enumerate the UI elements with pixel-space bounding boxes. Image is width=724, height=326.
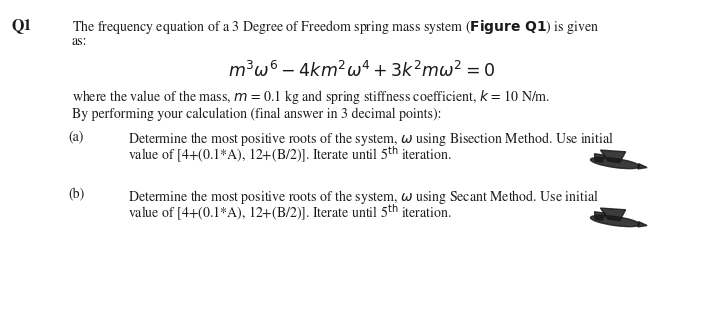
- Text: Determine the most positive roots of the system, $\omega$ using Bisection Method: Determine the most positive roots of the…: [128, 130, 614, 148]
- Text: as:: as:: [72, 35, 88, 48]
- Polygon shape: [638, 164, 647, 169]
- Text: (b): (b): [68, 188, 84, 201]
- Polygon shape: [594, 212, 605, 220]
- Text: value of [4+(0.1*A), 12+(B/2)]. Iterate until 5$^{\mathrm{th}}$ iteration.: value of [4+(0.1*A), 12+(B/2)]. Iterate …: [128, 203, 452, 223]
- Polygon shape: [594, 154, 605, 162]
- Text: $m^3\omega^6 - 4km^2\omega^4 + 3k^2m\omega^2 = 0$: $m^3\omega^6 - 4km^2\omega^4 + 3k^2m\ome…: [228, 61, 496, 81]
- Polygon shape: [638, 222, 647, 227]
- Text: By performing your calculation (final answer in 3 decimal points):: By performing your calculation (final an…: [72, 108, 442, 121]
- Text: where the value of the mass, $m$ = 0.1 kg and spring stiffness coefficient, $k$ : where the value of the mass, $m$ = 0.1 k…: [72, 88, 550, 106]
- Ellipse shape: [591, 215, 639, 227]
- Text: (a): (a): [68, 130, 83, 143]
- Text: Determine the most positive roots of the system, $\omega$ using Secant Method. U: Determine the most positive roots of the…: [128, 188, 599, 206]
- Text: Q1: Q1: [12, 18, 33, 33]
- Text: The frequency equation of a 3 Degree of Freedom spring mass system ($\mathbf{Fig: The frequency equation of a 3 Degree of …: [72, 18, 599, 36]
- Polygon shape: [600, 208, 626, 221]
- Polygon shape: [600, 150, 626, 163]
- Text: value of [4+(0.1*A), 12+(B/2)]. Iterate until 5$^{\mathrm{th}}$ iteration.: value of [4+(0.1*A), 12+(B/2)]. Iterate …: [128, 145, 452, 165]
- Ellipse shape: [591, 157, 639, 169]
